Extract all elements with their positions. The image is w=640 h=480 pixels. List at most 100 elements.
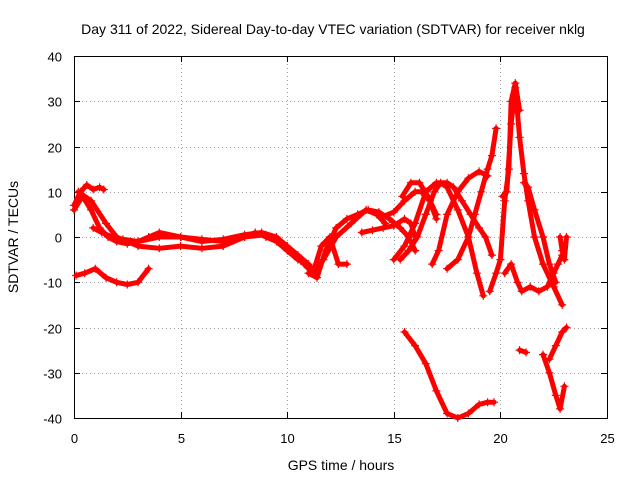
y-tick-label: 40: [48, 50, 62, 65]
x-tick-label: 15: [387, 431, 401, 446]
data-point: [464, 409, 473, 418]
data-point: [240, 230, 249, 239]
y-tick-label: 0: [55, 231, 62, 246]
data-point: [72, 271, 81, 280]
series-line: [444, 125, 499, 272]
series-arc-5: [89, 223, 292, 251]
data-point: [87, 205, 96, 214]
data-point: [332, 223, 341, 232]
data-point: [421, 210, 430, 219]
data-point: [485, 287, 494, 296]
data-point: [500, 269, 509, 278]
data-point: [515, 346, 524, 355]
data-point: [507, 260, 516, 269]
data-point: [423, 192, 432, 201]
data-point: [487, 251, 496, 260]
series-line: [521, 180, 559, 285]
data-point: [379, 212, 388, 221]
x-tick-label: 20: [493, 431, 507, 446]
data-point: [112, 278, 121, 287]
data-point: [219, 235, 228, 244]
data-point: [558, 246, 567, 255]
series-arc-20: [519, 178, 560, 287]
data-point: [379, 223, 388, 232]
data-point: [560, 255, 569, 264]
data-point: [556, 404, 565, 413]
data-point: [551, 341, 560, 350]
data-point: [421, 359, 430, 368]
axis-ticks: 0 5 10 15 20 25 -40 -30 -20 -10 0 10 20 30 40: [43, 50, 615, 447]
data-point: [558, 300, 567, 309]
data-point: [517, 287, 526, 296]
data-point: [530, 233, 539, 241]
series-arc-4: [74, 187, 302, 264]
x-tick-label: 10: [280, 431, 294, 446]
data-point: [519, 169, 528, 178]
data-point: [530, 205, 539, 214]
data-point: [545, 355, 554, 364]
data-point: [155, 233, 164, 241]
data-point: [374, 208, 383, 217]
data-point: [283, 242, 292, 251]
data-point: [515, 133, 524, 142]
y-tick-label: 20: [48, 141, 62, 156]
data-point: [389, 221, 398, 230]
data-point: [483, 165, 492, 174]
data-point: [108, 233, 117, 241]
data-point: [70, 205, 78, 214]
data-point: [539, 350, 547, 359]
data-point: [458, 196, 466, 205]
data-point: [562, 323, 571, 332]
series-arc-13: [398, 178, 441, 223]
data-point: [368, 226, 377, 235]
data-point: [519, 178, 528, 187]
series-line: [402, 329, 497, 421]
data-point: [453, 187, 462, 196]
data-point: [300, 260, 309, 269]
data-point: [74, 187, 83, 196]
data-point: [453, 205, 462, 214]
data-point: [197, 237, 206, 246]
y-axis-label: SDTVAR / TECUs: [5, 181, 21, 293]
chart-title: Day 311 of 2022, Sidereal Day-to-day VTE…: [81, 21, 585, 37]
data-point: [545, 368, 554, 377]
data-point: [475, 223, 484, 232]
data-point: [219, 242, 228, 251]
data-point: [428, 260, 437, 269]
data-point: [272, 233, 281, 241]
data-point: [449, 183, 458, 192]
series-line: [540, 352, 567, 412]
data-point: [289, 251, 298, 260]
data-point: [432, 214, 441, 223]
data-point: [490, 398, 498, 407]
data-point: [477, 187, 486, 196]
data-point: [99, 185, 108, 194]
data-point: [400, 242, 409, 251]
data-point: [404, 246, 413, 255]
data-point: [97, 228, 106, 237]
data-point: [443, 264, 452, 273]
data-point: [176, 233, 185, 241]
y-tick-label: -10: [43, 276, 62, 291]
series-line: [557, 234, 569, 263]
data-point: [475, 400, 484, 409]
data-point: [554, 260, 562, 269]
data-point: [492, 269, 501, 278]
data-point: [432, 178, 441, 187]
data-point: [464, 233, 473, 241]
data-point: [334, 260, 343, 269]
data-point: [313, 273, 321, 282]
data-point: [321, 246, 330, 255]
data-point: [500, 196, 509, 205]
series-line: [391, 180, 495, 263]
data-point: [432, 386, 441, 395]
data-point: [411, 341, 420, 350]
data-point: [342, 214, 351, 223]
data-point: [475, 167, 484, 176]
series-arc-8: [304, 205, 420, 282]
data-point: [472, 269, 481, 278]
data-point: [430, 187, 439, 196]
data-point: [551, 391, 560, 400]
series-arc-16: [400, 328, 498, 422]
